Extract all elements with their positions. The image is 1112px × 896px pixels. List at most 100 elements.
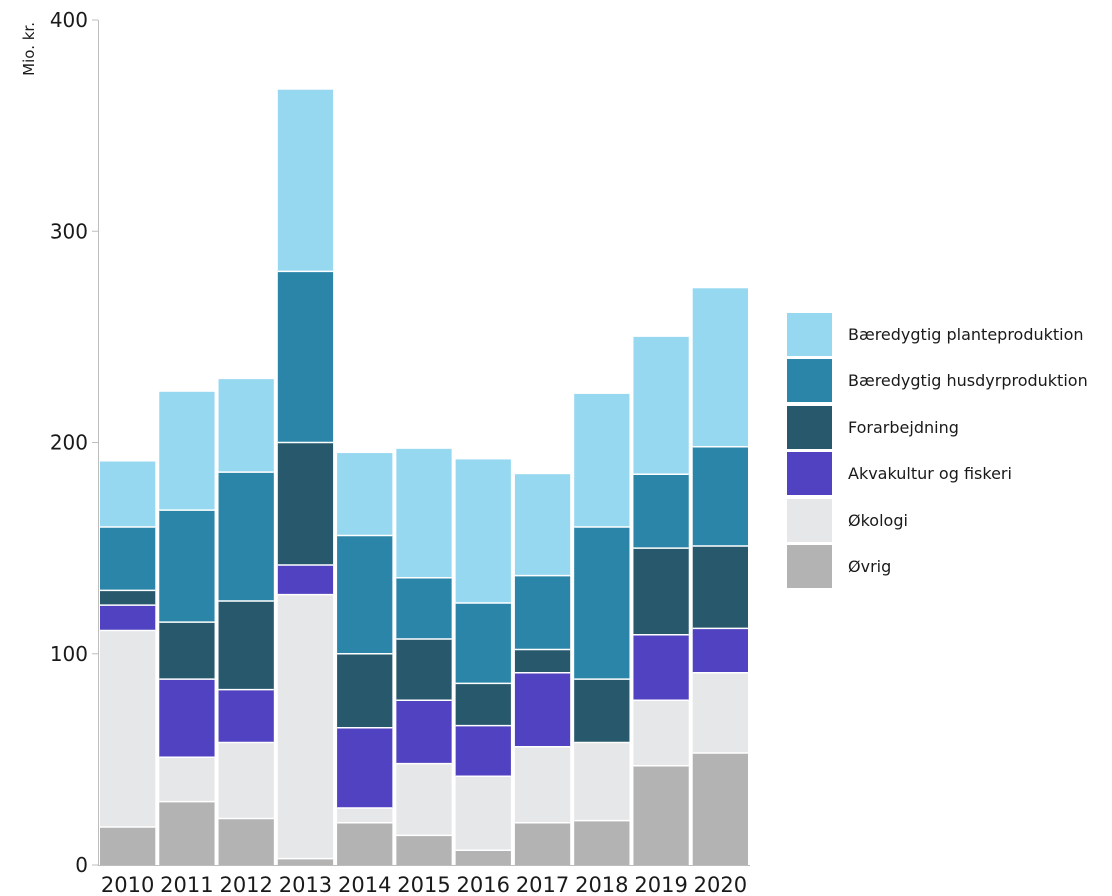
- bar-segment: [218, 689, 274, 743]
- bar-segment: [100, 527, 156, 591]
- axes: [92, 19, 750, 866]
- legend-item-planteproduktion: Bæredygtig planteproduktion: [787, 311, 1088, 358]
- bar-segment: [633, 474, 689, 549]
- bar-segment: [692, 672, 748, 754]
- x-tick-label: 2012: [219, 873, 272, 896]
- bar-segment: [337, 727, 393, 808]
- bar-segment: [277, 565, 334, 595]
- legend-swatch: [787, 498, 832, 542]
- y-tick-label: 200: [50, 431, 88, 455]
- bar-segment: [277, 442, 334, 566]
- bar-segment: [455, 683, 511, 726]
- bar-segment: [277, 594, 334, 859]
- bar-segment: [100, 590, 156, 606]
- bar-segment: [100, 826, 156, 865]
- x-tick-label: 2011: [160, 873, 213, 896]
- bar-segment: [337, 453, 393, 536]
- bar-segment: [455, 725, 511, 777]
- bar-segment: [514, 822, 571, 865]
- y-tick-label: 400: [50, 8, 88, 32]
- x-tick-label: 2014: [338, 873, 391, 896]
- bar-segment: [100, 461, 156, 527]
- bar-segment: [514, 474, 571, 576]
- labels: 0 100 200 300 400 Mio. kr. 2010 2011 2012 2013 201…: [20, 8, 747, 896]
- legend-label: Akvakultur og fiskeri: [848, 464, 1012, 484]
- legend-swatch: [787, 359, 832, 403]
- legend-item-ovrig: Øvrig: [787, 544, 1088, 591]
- legend-swatch: [787, 545, 832, 589]
- bar-segment: [159, 801, 215, 865]
- bar-segment: [574, 679, 630, 743]
- bar-segment: [396, 448, 452, 578]
- x-tick-label: 2013: [279, 873, 332, 896]
- bar-segment: [337, 822, 393, 865]
- y-tick-label: 0: [75, 853, 88, 877]
- bar-segment: [692, 288, 748, 447]
- legend-label: Bæredygtig planteproduktion: [848, 324, 1084, 344]
- bar-segment: [218, 742, 274, 819]
- bar-segment: [514, 649, 571, 673]
- bar-segment: [337, 807, 393, 823]
- bar-segment: [692, 446, 748, 547]
- x-tick-label: 2015: [397, 873, 450, 896]
- y-axis-label: Mio. kr.: [20, 22, 38, 76]
- bar-segment: [455, 603, 511, 684]
- x-tick-label: 2020: [694, 873, 747, 896]
- x-tick-label: 2017: [516, 873, 569, 896]
- bar-segment: [514, 746, 571, 823]
- bar-segment: [633, 336, 689, 475]
- bar-segment: [218, 600, 274, 690]
- legend-item-forarbejdning: Forarbejdning: [787, 404, 1088, 451]
- bar-segment: [159, 757, 215, 802]
- bar-segment: [574, 393, 630, 527]
- legend-label: Bæredygtig husdyrproduktion: [848, 371, 1088, 391]
- bar-segment: [396, 577, 452, 639]
- legend-label: Økologi: [848, 510, 908, 530]
- bar-segment: [574, 820, 630, 865]
- bar-segment: [396, 763, 452, 836]
- bar-segment: [396, 638, 452, 701]
- bar-segment: [633, 548, 689, 635]
- bar-segment: [159, 679, 215, 758]
- bar-segment: [218, 472, 274, 601]
- bar-segment: [455, 850, 511, 865]
- bar-segment: [633, 765, 689, 865]
- bar-segment: [396, 700, 452, 764]
- bar-segment: [396, 835, 452, 865]
- x-tick-label: 2016: [457, 873, 510, 896]
- bar-segment: [514, 575, 571, 650]
- legend-swatch: [787, 405, 832, 449]
- x-tick-label: 2018: [575, 873, 628, 896]
- bar-segment: [455, 776, 511, 851]
- legend-item-akvakultur: Akvakultur og fiskeri: [787, 451, 1088, 498]
- legend: Bæredygtig planteproduktion Bæredygtig h…: [787, 311, 1088, 590]
- bar-segment: [218, 818, 274, 865]
- legend-swatch: [787, 312, 832, 356]
- bar-segment: [455, 459, 511, 604]
- bar-segment: [692, 546, 748, 629]
- legend-label: Forarbejdning: [848, 417, 959, 437]
- bar-segment: [277, 271, 334, 443]
- legend-item-husdyrproduktion: Bæredygtig husdyrproduktion: [787, 358, 1088, 405]
- bar-segment: [692, 628, 748, 673]
- y-tick-label: 100: [50, 642, 88, 666]
- bar-segment: [574, 527, 630, 680]
- bar-segment: [218, 379, 274, 473]
- bar-segment: [633, 700, 689, 766]
- legend-item-okologi: Økologi: [787, 497, 1088, 544]
- bars: [100, 89, 748, 865]
- legend-swatch: [787, 452, 832, 496]
- bar-segment: [692, 753, 748, 865]
- bar-segment: [514, 672, 571, 747]
- bar-segment: [100, 630, 156, 827]
- legend-label: Øvrig: [848, 557, 892, 577]
- y-tick-label: 300: [50, 219, 88, 243]
- bar-segment: [159, 622, 215, 680]
- bar-segment: [337, 653, 393, 728]
- bar-segment: [277, 89, 334, 272]
- bar-segment: [159, 510, 215, 623]
- bar-segment: [100, 605, 156, 631]
- bar-segment: [574, 742, 630, 821]
- x-tick-label: 2019: [634, 873, 687, 896]
